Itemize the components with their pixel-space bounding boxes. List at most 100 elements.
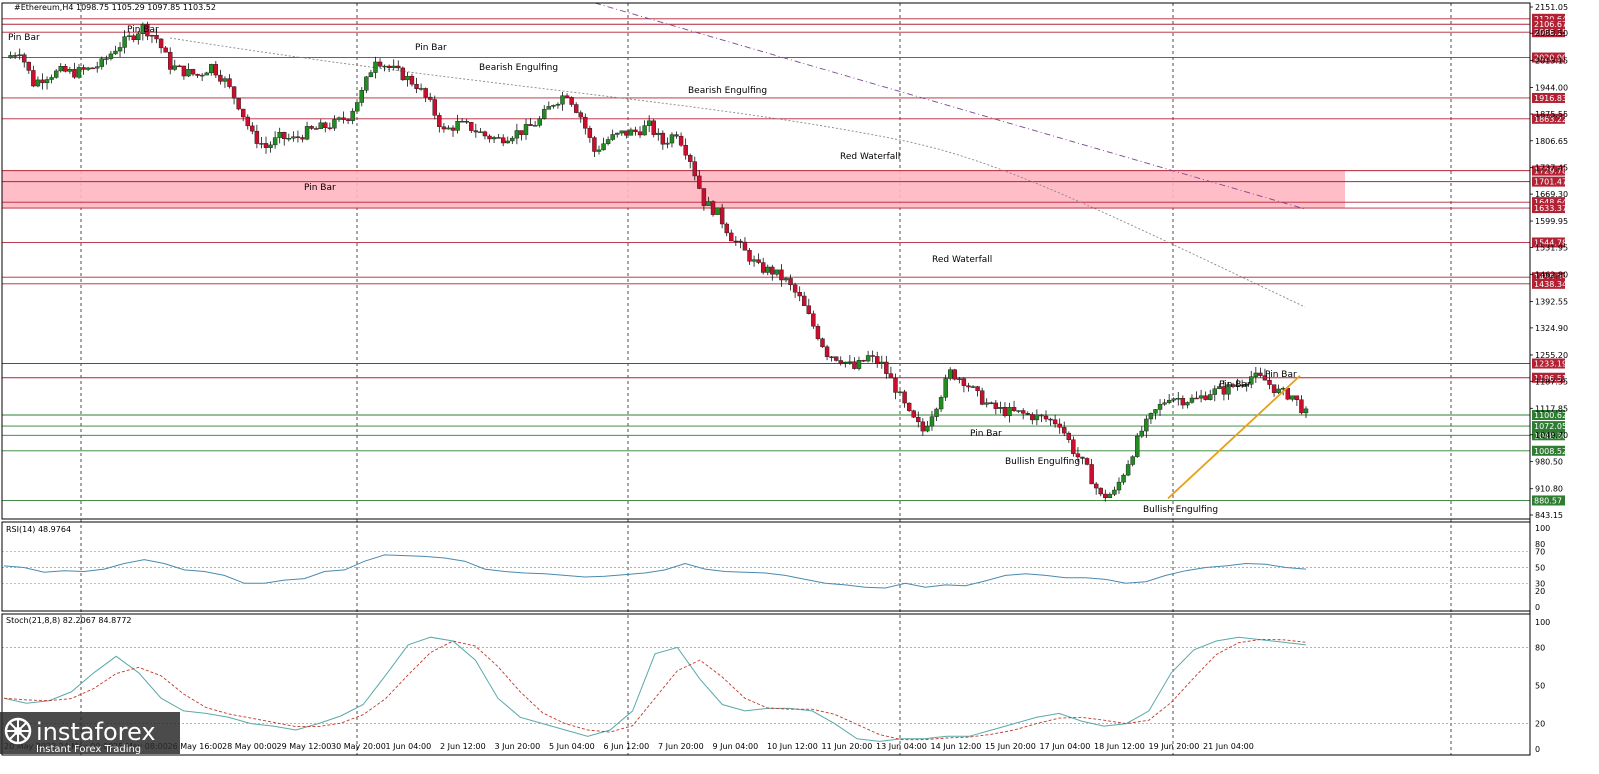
candle-body [254,130,260,144]
candle-body [893,377,898,393]
candle-body [783,278,789,281]
candle-body [833,356,839,361]
candle-body [957,378,962,380]
stoch-main-line [3,636,1307,742]
candle-body [911,410,916,418]
pattern-label: Pin Bar [1265,370,1297,380]
candle-body [1125,464,1131,476]
candle-body [1235,384,1240,387]
candle-body [126,35,132,37]
candle-body [396,65,401,69]
price-level-label: 2106.67 [1534,20,1567,29]
candle-body [1189,397,1195,403]
price-level-label: 1072.05 [1534,422,1567,431]
trend-moving-average [594,2,1306,210]
candle-body [227,78,232,87]
candle-body [514,130,520,139]
pattern-label: Red Waterfall [840,152,900,162]
candle-body [569,97,574,105]
price-level-tag [1532,52,1565,63]
y-tick-label: 1531.95 [1535,243,1568,252]
candle-body [961,378,967,386]
candle-body [99,58,104,67]
rsi-tick-label: 100 [1535,524,1550,533]
candle-body [1239,384,1245,387]
x-tick-label: 13 Jun 04:00 [876,742,927,751]
candle-body [1271,384,1277,393]
candle-body [615,132,620,135]
candle-body [199,74,205,77]
candle-body [610,134,615,140]
price-level-label: 1701.47 [1534,178,1567,187]
candle-body [423,88,428,98]
candle-body [729,232,734,242]
candle-body [218,74,223,82]
candle-body [1203,395,1208,400]
candle-body [377,61,383,67]
x-tick-label: 11 Jun 20:00 [822,742,873,751]
candle-body [888,373,894,379]
candle-body [660,132,666,145]
candle-body [263,143,269,148]
stoch-tick-label: 50 [1535,682,1545,691]
price-level-tag [1532,409,1565,420]
candle-body [1157,404,1163,410]
candle-body [8,55,13,59]
candle-body [236,98,241,110]
candle-body [382,65,387,68]
instaforex-logo-icon [4,717,32,745]
candle-body [555,103,561,106]
candle-body [820,338,825,348]
candle-body [1016,410,1021,412]
candle-body [587,128,593,138]
candle-body [815,326,821,339]
candle-body [998,406,1003,409]
candle-body [268,144,273,148]
candle-body [637,131,643,136]
pattern-label: Bullish Engulfing [1143,505,1218,515]
price-level-label: 1438.34 [1534,280,1567,289]
x-tick-label: 7 Jun 20:00 [658,742,704,751]
candle-body [469,122,474,131]
candle-body [277,131,282,138]
candle-body [405,75,410,81]
candle-body [455,120,460,131]
candle-body [473,130,479,133]
candle-body [1299,399,1304,414]
candle-body [195,73,200,76]
rsi-tick-label: 70 [1535,548,1545,557]
candle-body [993,402,999,409]
price-level-label: 1100.62 [1534,411,1567,420]
moving-averages [169,2,1306,308]
candle-body [879,361,884,364]
y-tick-label: 1806.65 [1535,137,1568,146]
candle-body [1052,419,1058,425]
candle-body [770,266,775,275]
candle-body [1230,384,1236,387]
candle-body [1303,408,1309,414]
candle-body [373,61,378,73]
candle-body [1025,413,1030,415]
candle-body [58,66,63,72]
candle-body [1034,414,1040,421]
candle-body [1116,481,1122,491]
pattern-label: Pin Bar [415,43,447,53]
candle-body [920,421,926,432]
candle-body [1048,418,1053,421]
price-level-tag [1532,113,1565,124]
candle-body [916,416,921,423]
candle-body [1030,414,1035,421]
candle-body [929,416,935,427]
candle-body [1180,398,1186,406]
candle-body [806,305,812,314]
x-tick-label: 17 Jun 04:00 [1040,742,1091,751]
candle-body [678,135,684,146]
candle-body [1162,402,1167,405]
candle-body [1066,432,1072,440]
candle-body [605,139,611,144]
candle-body [1121,474,1126,483]
candle-body [491,137,497,140]
candle-body [49,77,54,80]
panel-frame [1,2,1531,520]
